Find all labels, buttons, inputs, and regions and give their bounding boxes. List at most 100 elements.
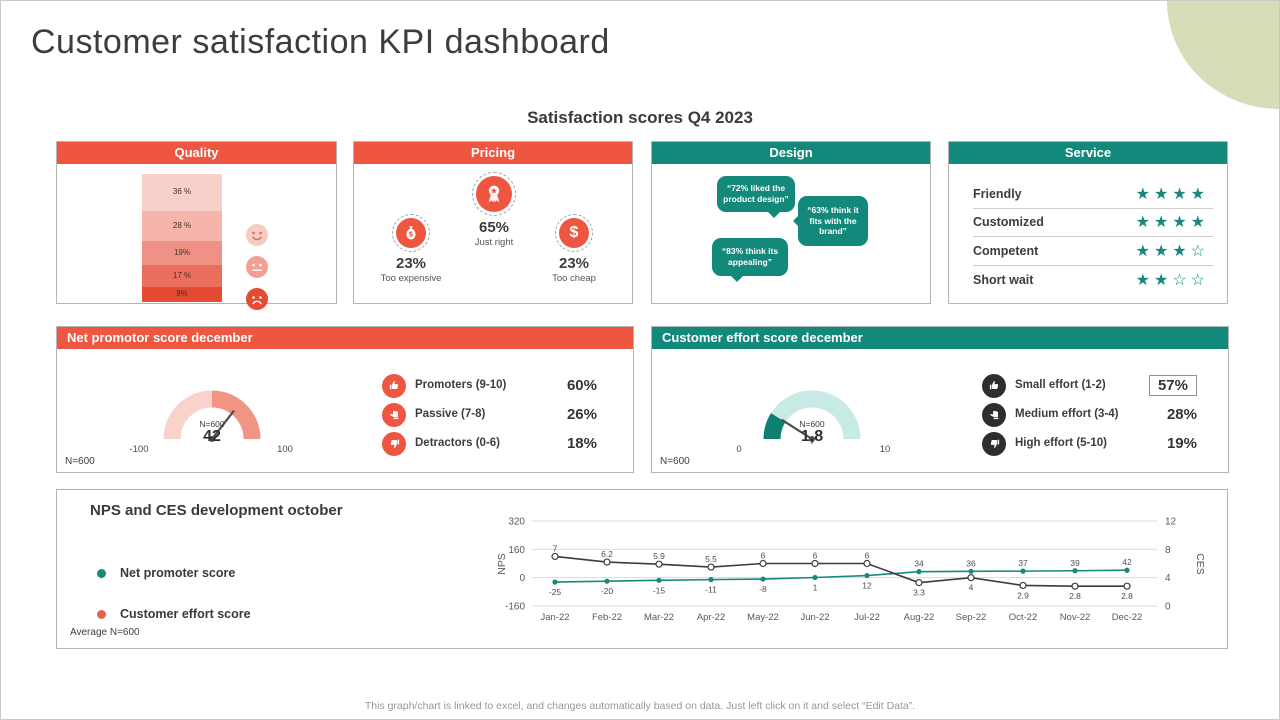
svg-text:37: 37 <box>1018 558 1028 568</box>
svg-text:-25: -25 <box>549 587 562 597</box>
nps-ces-line-chart[interactable]: 320 160 0 -160 12 8 4 0 Jan-22 Feb-22 Mar-22 Apr-22… <box>497 506 1222 646</box>
svg-text:Mar-22: Mar-22 <box>644 612 674 623</box>
design-header: Design <box>652 142 930 164</box>
service-row: Short wait ★★☆☆ <box>973 266 1213 295</box>
pricing-header: Pricing <box>354 142 632 164</box>
svg-text:NPS: NPS <box>497 553 508 575</box>
svg-text:0: 0 <box>519 573 525 584</box>
nps-sample-size: N=600 <box>65 456 95 467</box>
svg-text:12: 12 <box>862 581 872 591</box>
ces-gauge[interactable] <box>747 375 877 443</box>
kpi-value: 60% <box>566 377 597 394</box>
svg-text:4: 4 <box>969 583 974 593</box>
nps-legend-label: Net promoter score <box>120 566 236 580</box>
nps-gauge-max: 100 <box>277 444 293 455</box>
quality-bar-segment: 28 % <box>142 210 222 242</box>
svg-text:1: 1 <box>813 582 818 592</box>
dashboard-subtitle: Satisfaction scores Q4 2023 <box>527 108 753 127</box>
service-label: Short wait <box>973 272 1034 287</box>
pricing-too-cheap-value: 23% <box>558 255 590 272</box>
svg-text:2.9: 2.9 <box>1017 590 1029 600</box>
service-ratings: Friendly ★★★★ Customized ★★★★ Competent ★★★☆ S… <box>973 180 1213 294</box>
kpi-label: Passive (7-8) <box>415 407 486 420</box>
ces-header: Customer effort score december <box>652 327 1228 349</box>
svg-text:0: 0 <box>1165 602 1171 613</box>
service-label: Friendly <box>973 186 1022 201</box>
svg-text:5.5: 5.5 <box>705 554 717 564</box>
award-medal-icon <box>476 176 512 212</box>
star-rating: ★★★☆ <box>1135 242 1209 260</box>
svg-text:6: 6 <box>761 551 766 561</box>
kpi-value: 19% <box>1166 435 1197 452</box>
chart-legend: Net promoter score Customer effort score <box>97 566 251 621</box>
svg-text:2.8: 2.8 <box>1121 591 1133 601</box>
kpi-label: Medium effort (3-4) <box>1015 407 1119 420</box>
legend-item-ces: Customer effort score <box>97 607 251 621</box>
service-row: Competent ★★★☆ <box>973 237 1213 266</box>
pricing-too-expensive-label: Too expensive <box>380 273 442 284</box>
svg-text:Oct-22: Oct-22 <box>1009 612 1038 623</box>
money-bag-ring: $ <box>392 214 430 252</box>
quality-stacked-bar: 36 % 28 % 19% 17 % 8% <box>142 174 222 302</box>
kpi-value: 57% <box>1148 375 1197 396</box>
excel-link-note: This graph/chart is linked to excel, and… <box>364 700 916 712</box>
service-panel: Service Friendly ★★★★ Customized ★★★★ Compet… <box>948 141 1228 304</box>
neutral-face-icon <box>246 256 268 283</box>
kpi-value: 18% <box>566 435 597 452</box>
svg-text:320: 320 <box>508 517 525 528</box>
pricing-panel: Pricing 65% Just right $ 23% Too expensi… <box>353 141 633 304</box>
svg-text:CES: CES <box>1194 553 1206 575</box>
ces-sample-size: N=600 <box>660 456 690 467</box>
kpi-value: 28% <box>1166 406 1197 423</box>
pricing-just-right-label: Just right <box>474 237 514 248</box>
ces-gauge-value: 1,8 <box>800 428 824 445</box>
thumb-down-icon <box>382 431 406 456</box>
quality-bar-segment: 8% <box>142 286 222 302</box>
thumb-side-icon <box>982 402 1006 427</box>
service-label: Competent <box>973 243 1039 258</box>
nps-gauge[interactable] <box>147 375 277 443</box>
svg-text:8: 8 <box>1165 545 1171 556</box>
ces-gauge-min: 0 <box>736 444 742 455</box>
svg-text:6: 6 <box>865 551 870 561</box>
kpi-label: High effort (5-10) <box>1015 436 1107 449</box>
thumb-down-icon <box>982 431 1006 456</box>
svg-text:Jun-22: Jun-22 <box>800 612 829 623</box>
kpi-value: 26% <box>566 406 597 423</box>
nps-gauge-sample: N=600 <box>199 419 225 429</box>
ces-legend-label: Customer effort score <box>120 607 251 621</box>
svg-text:Dec-22: Dec-22 <box>1112 612 1143 623</box>
svg-text:-160: -160 <box>505 602 525 613</box>
happy-face-icon <box>246 224 268 251</box>
ces-legend-dot <box>97 609 106 619</box>
corner-decoration <box>1167 1 1279 109</box>
pricing-just-right: 65% Just right <box>449 172 539 248</box>
kpi-label: Detractors (0-6) <box>415 436 500 449</box>
svg-text:7: 7 <box>553 543 558 553</box>
pricing-just-right-value: 65% <box>478 219 510 236</box>
star-rating: ★★★★ <box>1135 185 1209 203</box>
svg-text:-8: -8 <box>759 584 767 594</box>
pricing-too-cheap-label: Too cheap <box>552 273 596 284</box>
svg-text:Nov-22: Nov-22 <box>1060 612 1091 623</box>
star-rating: ★★★★ <box>1135 214 1209 232</box>
service-row: Customized ★★★★ <box>973 209 1213 237</box>
kpi-row: Promoters (9-10) 60% <box>382 371 597 400</box>
nps-gauge-min: -100 <box>129 444 149 455</box>
svg-text:Jul-22: Jul-22 <box>854 612 880 623</box>
ces-gauge-sample: N=600 <box>799 419 825 429</box>
quality-header: Quality <box>57 142 336 164</box>
design-bubble-product: “72% liked the product design” <box>717 176 795 218</box>
nps-legend-dot <box>97 568 106 578</box>
development-chart-panel: NPS and CES development october Net prom… <box>56 489 1228 649</box>
chart-title: NPS and CES development october <box>90 502 343 519</box>
ces-breakdown: Small effort (1-2) 57% Medium effort (3-4)… <box>982 371 1197 458</box>
svg-text:12: 12 <box>1165 517 1177 528</box>
dollar-icon: $ <box>559 218 589 248</box>
angry-face-icon <box>246 288 268 315</box>
svg-text:-15: -15 <box>653 585 666 595</box>
pricing-too-expensive-value: 23% <box>395 255 427 272</box>
thumb-up-icon <box>382 373 406 398</box>
nps-gauge-value: 42 <box>203 428 221 445</box>
